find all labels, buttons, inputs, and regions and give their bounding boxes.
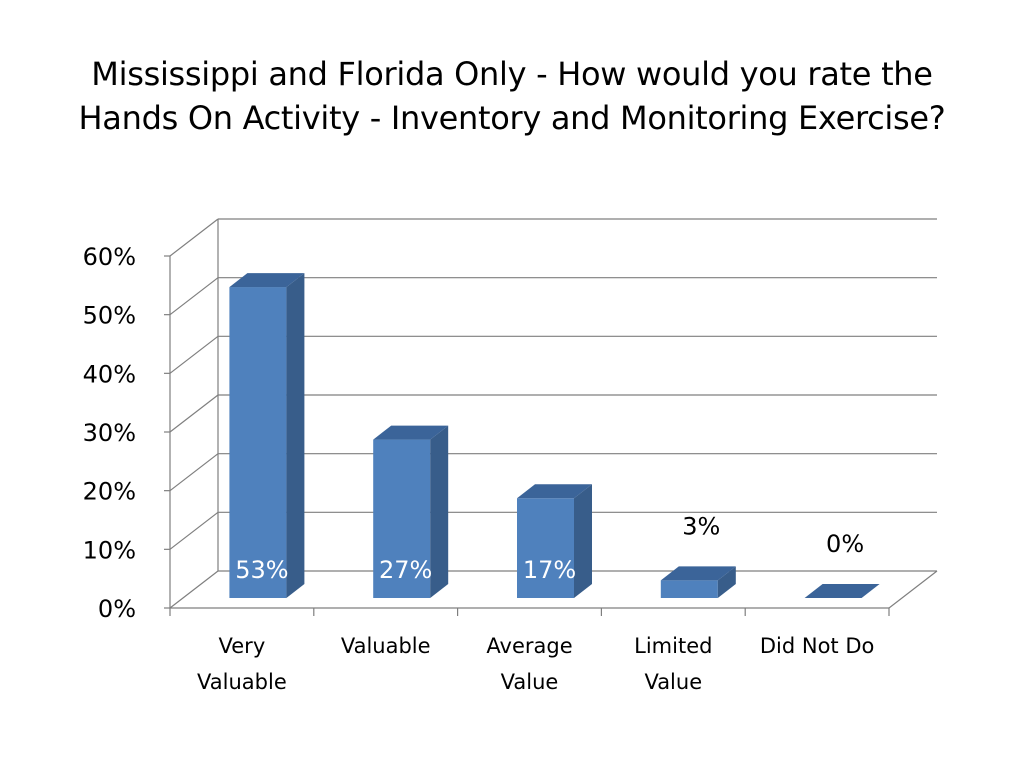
bar — [517, 484, 592, 598]
y-tick-label: 30% — [83, 419, 136, 447]
bar-front — [229, 287, 287, 598]
side-wall-gridline — [169, 453, 219, 492]
side-wall-gridline — [169, 335, 219, 374]
floor-right-edge — [888, 570, 938, 609]
x-axis: Very Valuable Valuable Average Value Limited V… — [169, 608, 890, 694]
bar — [804, 584, 880, 598]
y-tick-label: 40% — [83, 360, 136, 388]
side-wall-gridline — [169, 570, 219, 609]
data-label: 17% — [523, 556, 576, 584]
x-tick-label: Average — [486, 634, 572, 658]
y-axis: 0% 10% 20% 30% 40% 50% 60% — [83, 243, 170, 623]
x-tick-label: Valuable — [341, 634, 431, 658]
chart-title-line-1: Mississippi and Florida Only - How would… — [91, 55, 933, 93]
x-tick-label: Limited — [634, 634, 712, 658]
y-tick-label: 20% — [83, 478, 136, 506]
x-tick-label: Valuable — [197, 670, 287, 694]
bar-top — [517, 484, 592, 499]
bar — [373, 425, 449, 598]
chart-title: Mississippi and Florida Only - How would… — [0, 52, 1024, 140]
side-wall-gridline — [169, 218, 219, 257]
bar-front — [373, 439, 431, 598]
data-labels: 53% 27% 17% 3% 0% — [235, 512, 864, 584]
side-wall-gridline — [169, 394, 219, 433]
bar — [229, 273, 305, 598]
bar-top — [373, 425, 449, 440]
data-label: 3% — [682, 512, 720, 540]
data-label: 53% — [235, 556, 288, 584]
bar-side — [430, 425, 449, 598]
bar-top — [229, 273, 305, 288]
bar-front — [517, 498, 574, 598]
bar-side — [717, 566, 736, 598]
x-tick-label: Did Not Do — [760, 634, 875, 658]
chart-bars — [229, 273, 880, 598]
side-wall-gridline — [169, 277, 219, 316]
bar-top — [804, 584, 880, 598]
chart-title-line-2: Hands On Activity - Inventory and Monito… — [78, 99, 946, 137]
bar-top — [660, 566, 736, 581]
data-label: 27% — [379, 556, 432, 584]
x-tick-label: Value — [644, 670, 702, 694]
bar-side — [574, 484, 592, 598]
x-tick-label: Very — [219, 634, 266, 658]
y-tick-label: 0% — [98, 595, 136, 623]
bar-side — [286, 273, 305, 598]
bar-front — [660, 580, 718, 598]
bar — [660, 566, 736, 598]
y-tick-label: 50% — [83, 302, 136, 330]
data-label: 0% — [826, 530, 864, 558]
y-tick-label: 10% — [83, 536, 136, 564]
side-wall-gridline — [169, 511, 219, 550]
x-tick-label: Value — [501, 670, 559, 694]
y-tick-label: 60% — [83, 243, 136, 271]
